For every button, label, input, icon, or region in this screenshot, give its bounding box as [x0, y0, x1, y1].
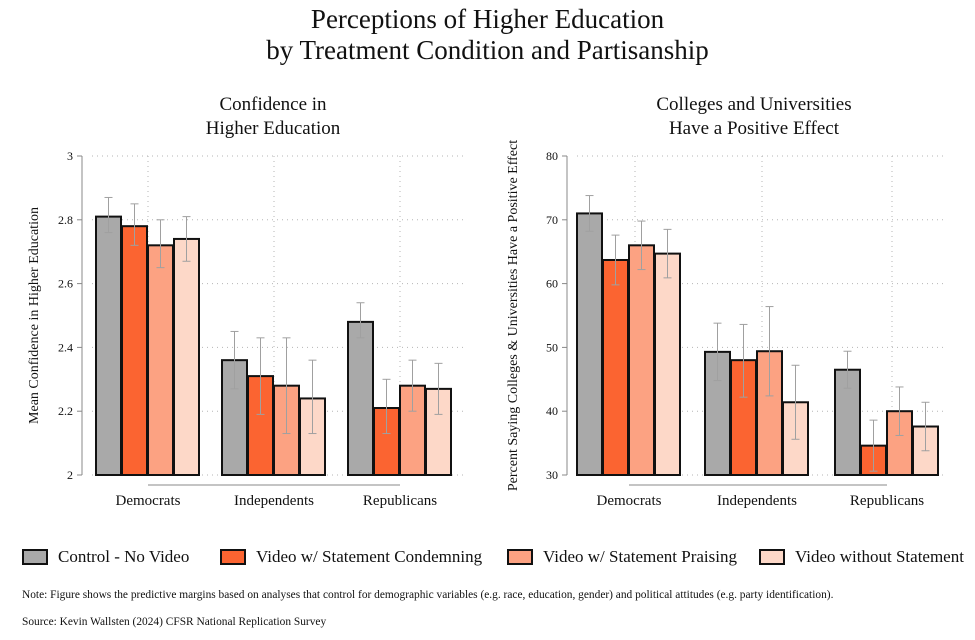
p1-x-tick-label-independents: Independents [234, 493, 314, 509]
legend-swatch-condemning [220, 549, 246, 565]
p1-x-tick-label-republicans: Republicans [363, 493, 437, 509]
legend-label-praising: Video w/ Statement Praising [543, 547, 737, 566]
confidence-panel: Confidence in Higher Education 2 2.2 2.4 2.6 2… [27, 94, 466, 509]
chart-title-line2: by Treatment Condition and Partisanship [266, 35, 709, 65]
chart-title: Perceptions of Higher Education by Treat… [0, 4, 975, 66]
p1-y-tick-label-2-4: 2.4 [58, 340, 73, 354]
legend-swatch-control [22, 549, 48, 565]
legend-item-no-statement: Video without Statement [759, 544, 964, 570]
p1-y-tick-label-2: 2 [67, 468, 73, 482]
legend-item-praising: Video w/ Statement Praising [507, 544, 737, 570]
p1-y-tick-label-3: 3 [67, 149, 73, 163]
p1-y-tick-label-2-2: 2.2 [58, 404, 73, 418]
p1-y-tick-label-2-8: 2.8 [58, 213, 73, 227]
legend-swatch-praising [507, 549, 533, 565]
figure-note: Note: Figure shows the predictive margin… [22, 589, 834, 601]
p2-y-tick-label-60: 60 [546, 277, 558, 291]
p1-bar-democrats-video-without-statement [173, 237, 200, 476]
legend-label-control: Control - No Video [58, 547, 190, 566]
p2-y-tick-label-50: 50 [546, 340, 558, 354]
figure-source: Source: Kevin Wallsten (2024) CFSR Natio… [22, 616, 327, 628]
p2-panel-title: Colleges and Universities Have a Positive… [656, 94, 851, 139]
p2-y-tick-label-40: 40 [546, 404, 558, 418]
p2-panel-title-line-2: Have a Positive Effect [669, 118, 840, 139]
positive-effect-panel: Colleges and Universities Have a Positive… [506, 94, 947, 509]
p2-y-axis-label: Percent Saying Colleges & Universities H… [506, 140, 521, 491]
p1-x-tick-label-democrats: Democrats [116, 493, 181, 509]
legend-swatch-no-statement [759, 549, 785, 565]
legend-item-control: Control - No Video [22, 544, 189, 570]
p2-bar-democrats-video-w-statement-condemning [602, 258, 629, 476]
legend-label-condemning: Video w/ Statement Condemning [256, 547, 483, 566]
chart-title-line1: Perceptions of Higher Education [310, 4, 665, 34]
p2-bar-democrats-control-no-video [576, 212, 603, 476]
p1-bar-democrats-video-w-statement-praising [147, 244, 174, 476]
p2-x-tick-label-republicans: Republicans [850, 493, 924, 509]
p1-bar-democrats-control-no-video [95, 215, 122, 477]
p1-bar-republicans-control-no-video [347, 320, 374, 476]
p2-x-tick-label-independents: Independents [717, 493, 797, 509]
p2-bar-democrats-video-w-statement-praising [628, 244, 655, 476]
p1-y-axis-label: Mean Confidence in Higher Education [27, 207, 42, 424]
p2-panel-title-line-1: Colleges and Universities [656, 94, 851, 115]
p1-y-tick-label-2-6: 2.6 [58, 277, 73, 291]
legend: Control - No Video Video w/ Statement Co… [22, 544, 972, 570]
p1-panel-title-line-2: Higher Education [206, 118, 341, 139]
legend-item-condemning: Video w/ Statement Condemning [220, 544, 482, 570]
p2-y-tick-label-30: 30 [546, 468, 558, 482]
p2-x-tick-label-democrats: Democrats [597, 493, 662, 509]
p1-bar-democrats-video-w-statement-condemning [121, 225, 148, 476]
p2-y-tick-label-70: 70 [546, 213, 558, 227]
p1-panel-title-line-1: Confidence in [219, 94, 327, 115]
p2-bar-democrats-video-without-statement [654, 252, 681, 476]
legend-label-no-statement: Video without Statement [795, 547, 964, 566]
p2-y-tick-label-80: 80 [546, 149, 558, 163]
p1-panel-title: Confidence in Higher Education [206, 94, 341, 139]
